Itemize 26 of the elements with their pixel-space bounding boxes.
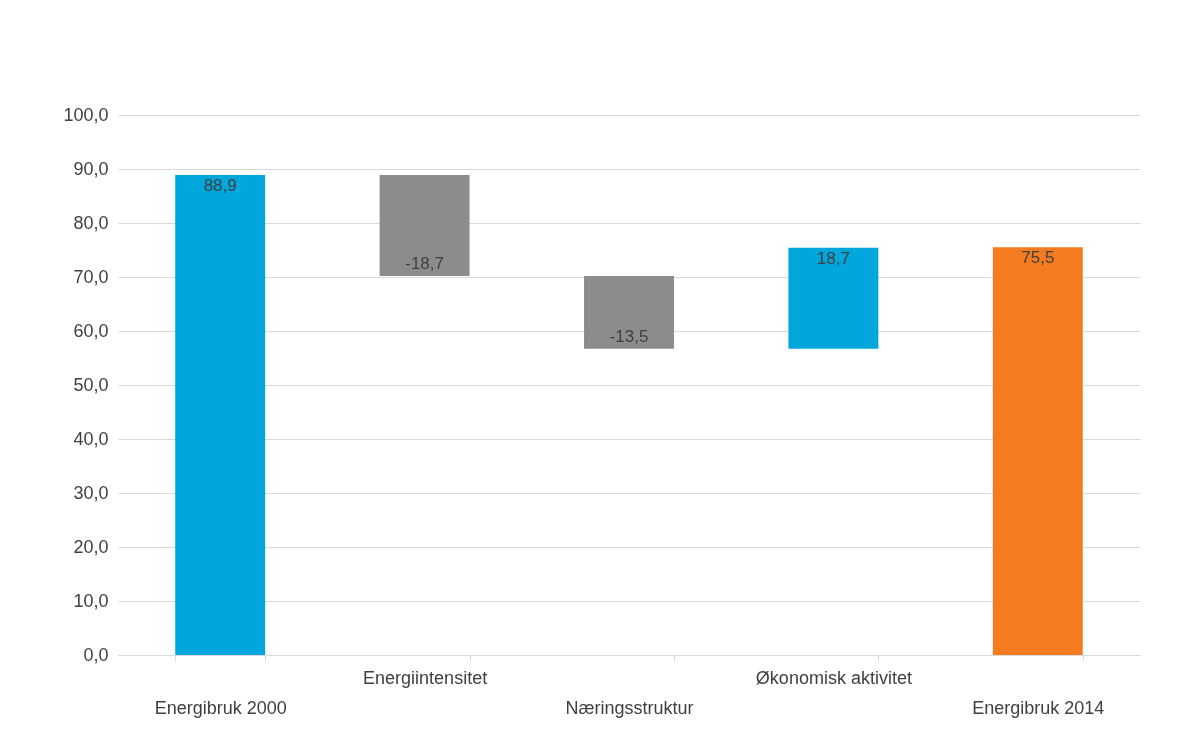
bar [175, 174, 266, 655]
x-tick-label: Næringsstruktur [565, 697, 694, 718]
y-tick-label: 50,0 [73, 374, 109, 395]
x-tick-label: Energibruk 2014 [972, 697, 1105, 718]
bar [379, 174, 470, 276]
y-tick-label: 40,0 [73, 428, 109, 449]
y-tick-label: 80,0 [73, 212, 109, 233]
bar [788, 247, 879, 349]
bar [584, 275, 674, 349]
y-tick-label: 70,0 [73, 266, 109, 287]
data-label: -18,7 [405, 253, 444, 273]
data-label: 88,9 [203, 175, 237, 195]
bar [992, 247, 1083, 655]
y-tick-label: 0,0 [83, 644, 109, 665]
y-tick-label: 60,0 [73, 320, 109, 341]
x-tick-label: Økonomisk aktivitet [755, 667, 912, 688]
y-tick-label: 10,0 [73, 590, 109, 611]
y-tick-label: 100,0 [63, 104, 109, 125]
y-tick-label: 90,0 [73, 158, 109, 179]
x-tick-label: Energiintensitet [363, 667, 488, 688]
data-label: -13,5 [609, 326, 649, 346]
x-tick-label: Energibruk 2000 [154, 697, 287, 718]
data-label: 75,5 [1021, 248, 1055, 268]
data-label: 18,7 [816, 248, 850, 268]
y-tick-label: 30,0 [73, 482, 109, 503]
y-tick-label: 20,0 [73, 536, 109, 557]
